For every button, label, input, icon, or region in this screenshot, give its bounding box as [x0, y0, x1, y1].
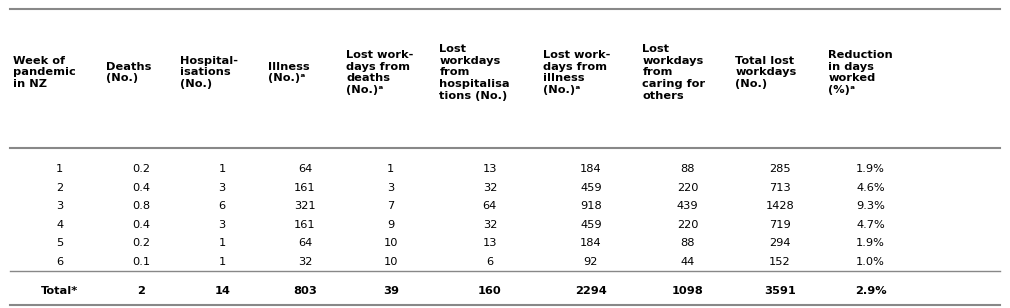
Text: 64: 64: [483, 201, 497, 211]
Text: 1: 1: [218, 164, 226, 174]
Text: 10: 10: [384, 238, 398, 248]
Text: 1.9%: 1.9%: [856, 238, 885, 248]
Text: 3591: 3591: [764, 286, 796, 296]
Text: 32: 32: [298, 257, 312, 267]
Text: 44: 44: [681, 257, 695, 267]
Text: 4.6%: 4.6%: [856, 183, 885, 193]
Text: Reduction
in days
worked
(%)ᵃ: Reduction in days worked (%)ᵃ: [828, 50, 893, 95]
Text: 803: 803: [293, 286, 317, 296]
Text: 220: 220: [677, 220, 699, 230]
Text: 9: 9: [387, 220, 395, 230]
Text: 160: 160: [478, 286, 502, 296]
Text: 1.0%: 1.0%: [856, 257, 885, 267]
Text: 13: 13: [483, 238, 497, 248]
Text: 9.3%: 9.3%: [856, 201, 885, 211]
Text: Lost work-
days from
illness
(No.)ᵃ: Lost work- days from illness (No.)ᵃ: [543, 50, 611, 95]
Text: 10: 10: [384, 257, 398, 267]
Text: 220: 220: [677, 183, 699, 193]
Text: Total*: Total*: [41, 286, 78, 296]
Text: Lost work-
days from
deaths
(No.)ᵃ: Lost work- days from deaths (No.)ᵃ: [346, 50, 414, 95]
Text: 0.2: 0.2: [132, 164, 150, 174]
Text: 1: 1: [56, 164, 64, 174]
Text: 88: 88: [681, 238, 695, 248]
Text: 459: 459: [580, 220, 602, 230]
Text: 64: 64: [298, 238, 312, 248]
Text: 0.2: 0.2: [132, 238, 150, 248]
Text: 5: 5: [56, 238, 64, 248]
Text: 2294: 2294: [575, 286, 607, 296]
Text: 1.9%: 1.9%: [856, 164, 885, 174]
Text: 3: 3: [218, 183, 226, 193]
Text: 64: 64: [298, 164, 312, 174]
Text: Deaths
(No.): Deaths (No.): [106, 62, 152, 83]
Text: 7: 7: [387, 201, 395, 211]
Text: 6: 6: [56, 257, 64, 267]
Text: 6: 6: [486, 257, 494, 267]
Text: 439: 439: [677, 201, 699, 211]
Text: 918: 918: [580, 201, 602, 211]
Text: 0.4: 0.4: [132, 183, 150, 193]
Text: 184: 184: [580, 238, 602, 248]
Text: 32: 32: [483, 220, 497, 230]
Text: 0.4: 0.4: [132, 220, 150, 230]
Text: 88: 88: [681, 164, 695, 174]
Text: Lost
workdays
from
caring for
others: Lost workdays from caring for others: [642, 44, 705, 101]
Text: 2.9%: 2.9%: [854, 286, 887, 296]
Text: 14: 14: [214, 286, 230, 296]
Text: 719: 719: [769, 220, 791, 230]
Text: Hospital-
isations
(No.): Hospital- isations (No.): [180, 56, 237, 89]
Text: 184: 184: [580, 164, 602, 174]
Text: 6: 6: [218, 201, 226, 211]
Text: 294: 294: [769, 238, 791, 248]
Text: 3: 3: [218, 220, 226, 230]
Text: 1: 1: [387, 164, 395, 174]
Text: 4.7%: 4.7%: [856, 220, 885, 230]
Text: 1: 1: [218, 257, 226, 267]
Text: 1: 1: [218, 238, 226, 248]
Text: 459: 459: [580, 183, 602, 193]
Text: 161: 161: [294, 183, 316, 193]
Text: Lost
workdays
from
hospitalisa
tions (No.): Lost workdays from hospitalisa tions (No…: [439, 44, 510, 101]
Text: Illness
(No.)ᵃ: Illness (No.)ᵃ: [268, 62, 309, 83]
Text: 713: 713: [769, 183, 791, 193]
Text: 152: 152: [769, 257, 791, 267]
Text: 1098: 1098: [672, 286, 704, 296]
Text: 4: 4: [56, 220, 64, 230]
Text: 2: 2: [137, 286, 145, 296]
Text: 3: 3: [387, 183, 395, 193]
Text: 1428: 1428: [766, 201, 794, 211]
Text: 285: 285: [769, 164, 791, 174]
Text: 32: 32: [483, 183, 497, 193]
Text: Total lost
workdays
(No.): Total lost workdays (No.): [735, 56, 797, 89]
Text: 92: 92: [584, 257, 598, 267]
Text: 3: 3: [56, 201, 64, 211]
Text: 0.8: 0.8: [132, 201, 150, 211]
Text: 13: 13: [483, 164, 497, 174]
Text: Week of
pandemic
in NZ: Week of pandemic in NZ: [13, 56, 76, 89]
Text: 39: 39: [383, 286, 399, 296]
Text: 161: 161: [294, 220, 316, 230]
Text: 0.1: 0.1: [132, 257, 150, 267]
Text: 2: 2: [56, 183, 64, 193]
Text: 321: 321: [294, 201, 316, 211]
